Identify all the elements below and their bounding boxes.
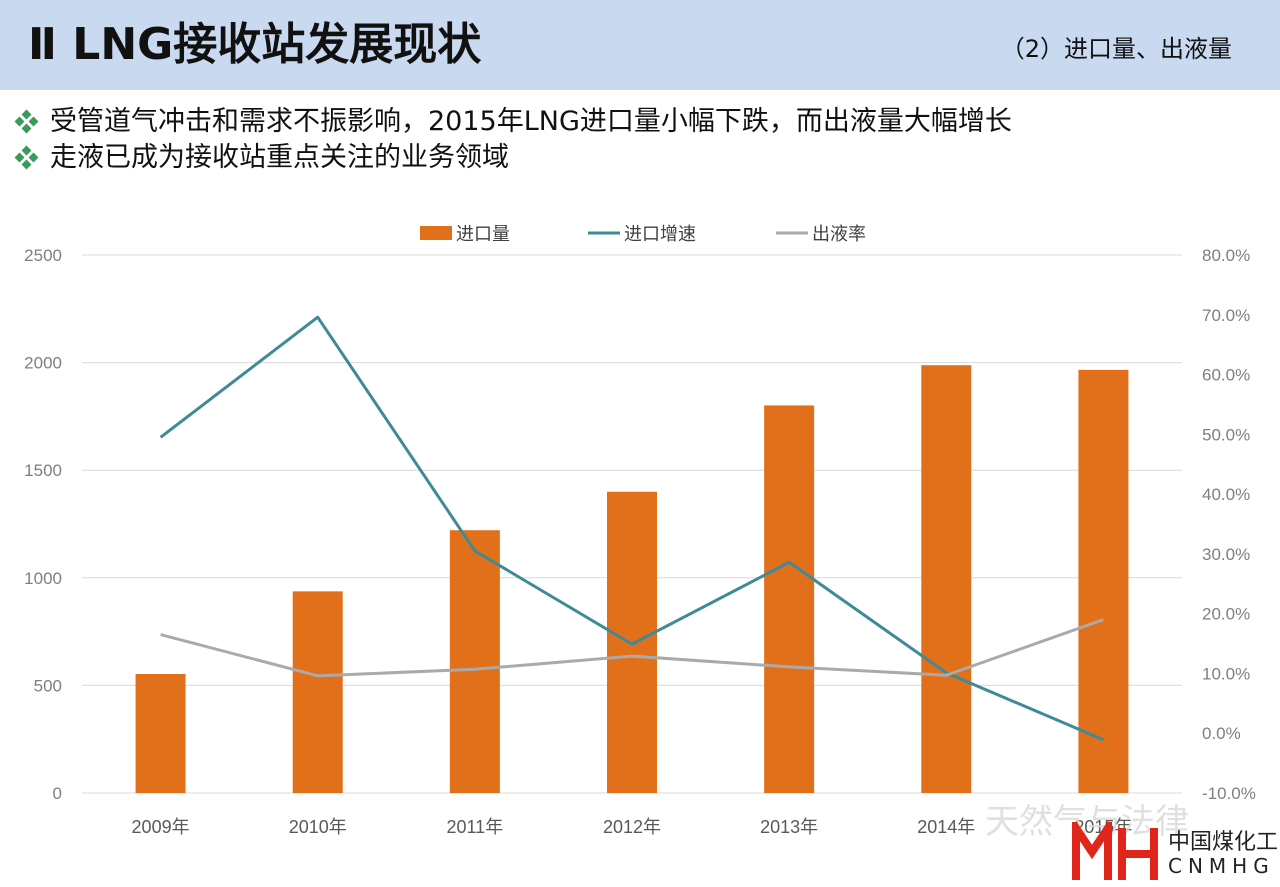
right-axis-tick-label: 30.0% bbox=[1202, 545, 1250, 564]
right-axis-tick-label: 10.0% bbox=[1202, 664, 1250, 683]
right-axis-tick-label: 70.0% bbox=[1202, 306, 1250, 325]
left-axis-tick-label: 1000 bbox=[24, 569, 62, 588]
bar bbox=[1078, 369, 1129, 793]
right-axis-tick-label: 60.0% bbox=[1202, 366, 1250, 385]
bar bbox=[135, 673, 186, 793]
bullet-item: 走液已成为接收站重点关注的业务领域 bbox=[14, 140, 1012, 176]
combo-chart: 0 500 1000 1500 2000 2500 -10.0% 0.0% 10.0% 20.0%… bbox=[24, 224, 1256, 842]
left-axis-tick-label: 2000 bbox=[24, 354, 62, 373]
diamond-bullet-icon bbox=[14, 109, 40, 135]
bullet-item: 受管道气冲击和需求不振影响，2015年LNG进口量小幅下跌，而出液量大幅增长 bbox=[14, 104, 1012, 140]
cnmhg-logo: 中国煤化工 CNMHG bbox=[1072, 814, 1279, 884]
page-title: Ⅱ LNG接收站发展现状 bbox=[28, 19, 482, 70]
bar bbox=[921, 365, 972, 793]
x-axis-tick-label: 2015年 bbox=[1074, 817, 1132, 837]
right-axis-tick-label: 0.0% bbox=[1202, 724, 1241, 743]
bullet-list: 受管道气冲击和需求不振影响，2015年LNG进口量小幅下跌，而出液量大幅增长 走… bbox=[14, 104, 1012, 176]
bar bbox=[292, 591, 343, 793]
left-axis-tick-label: 2500 bbox=[24, 246, 62, 265]
series-line-outflow-rate bbox=[160, 618, 1104, 678]
x-axis-tick-label: 2011年 bbox=[446, 817, 503, 837]
legend-swatch bbox=[420, 226, 452, 240]
right-axis-tick-label: 80.0% bbox=[1202, 246, 1250, 265]
bar bbox=[607, 491, 657, 793]
right-axis-tick-label: 50.0% bbox=[1202, 425, 1250, 444]
section-title: （2）进口量、出液量 bbox=[1000, 35, 1232, 63]
header-band bbox=[0, 0, 1280, 90]
bar bbox=[449, 530, 500, 793]
logo-mark-icon bbox=[1072, 814, 1158, 880]
right-axis-tick-label: 40.0% bbox=[1202, 485, 1250, 504]
bullet-text: 受管道气冲击和需求不振影响，2015年LNG进口量小幅下跌，而出液量大幅增长 bbox=[50, 106, 1012, 137]
diamond-bullet-icon bbox=[14, 145, 40, 171]
logo-en-text: CNMHG bbox=[1168, 854, 1275, 878]
x-axis-tick-label: 2014年 bbox=[917, 817, 975, 837]
left-axis-tick-label: 0 bbox=[53, 784, 62, 803]
bar bbox=[764, 405, 815, 793]
right-axis-tick-label: 20.0% bbox=[1202, 605, 1250, 624]
right-axis-tick-label: -10.0% bbox=[1202, 784, 1256, 803]
left-axis-tick-label: 500 bbox=[34, 676, 62, 695]
legend-label: 出液率 bbox=[812, 224, 866, 245]
x-axis-tick-label: 2013年 bbox=[760, 817, 818, 837]
legend-label: 进口量 bbox=[456, 224, 510, 245]
logo-cn-text: 中国煤化工 bbox=[1168, 830, 1279, 855]
legend-label: 进口增速 bbox=[624, 224, 696, 245]
left-axis-tick-label: 1500 bbox=[24, 461, 62, 480]
x-axis-tick-label: 2012年 bbox=[603, 817, 661, 837]
bullet-text: 走液已成为接收站重点关注的业务领域 bbox=[50, 142, 509, 173]
series-line-import-growth bbox=[159, 315, 1105, 742]
x-axis-tick-label: 2009年 bbox=[132, 817, 190, 837]
x-axis-tick-label: 2010年 bbox=[289, 817, 347, 837]
